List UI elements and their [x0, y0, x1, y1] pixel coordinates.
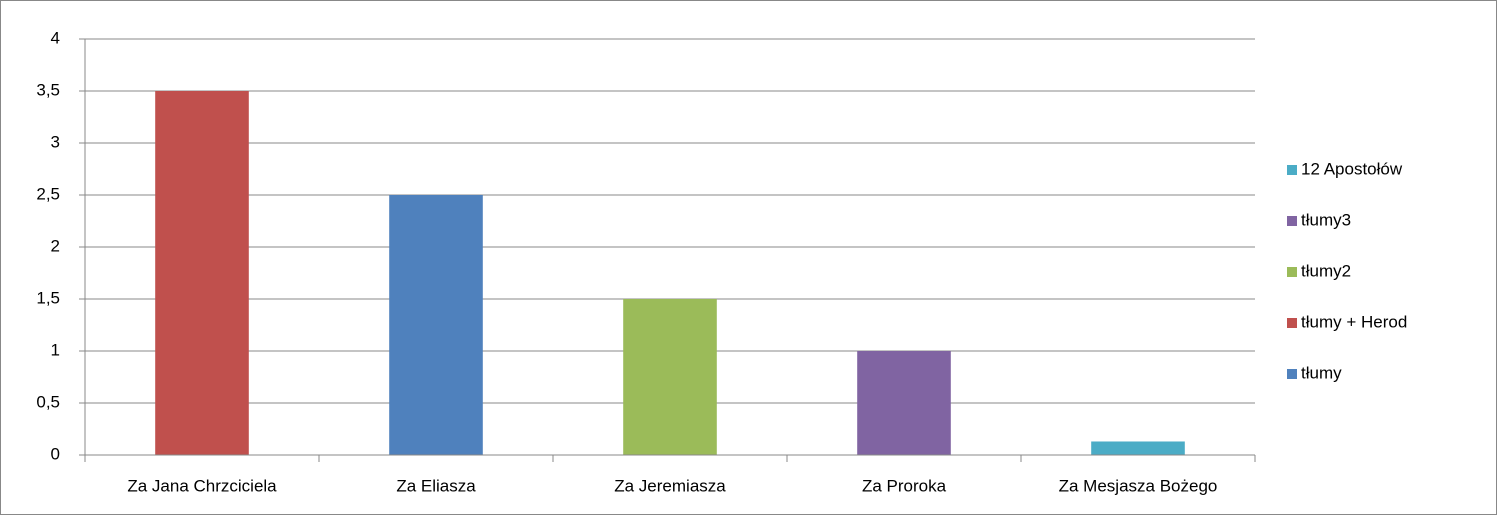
legend-swatch — [1287, 267, 1297, 277]
y-tick-label: 3,5 — [36, 80, 60, 99]
bar — [623, 299, 717, 455]
legend-label: tłumy + Herod — [1301, 312, 1407, 331]
legend-label: tłumy2 — [1301, 261, 1351, 280]
y-tick-label: 0 — [51, 444, 60, 463]
legend-label: 12 Apostołów — [1301, 159, 1403, 178]
bar — [1091, 441, 1185, 455]
y-tick-label: 2 — [51, 236, 60, 255]
x-tick-label: Za Jeremiasza — [614, 476, 726, 495]
legend-swatch — [1287, 216, 1297, 226]
x-tick-label: Za Jana Chrzciciela — [127, 476, 277, 495]
bar — [857, 351, 951, 455]
legend-swatch — [1287, 318, 1297, 328]
legend-label: tłumy3 — [1301, 210, 1351, 229]
bar — [155, 91, 249, 455]
y-tick-label: 2,5 — [36, 184, 60, 203]
bar — [389, 195, 483, 455]
x-tick-label: Za Eliasza — [396, 476, 476, 495]
y-tick-label: 4 — [51, 28, 60, 47]
legend-swatch — [1287, 165, 1297, 175]
x-tick-label: Za Proroka — [862, 476, 947, 495]
legend-label: tłumy — [1301, 363, 1342, 382]
y-tick-label: 1,5 — [36, 288, 60, 307]
legend-swatch — [1287, 369, 1297, 379]
x-tick-label: Za Mesjasza Bożego — [1059, 476, 1218, 495]
y-tick-label: 3 — [51, 132, 60, 151]
y-tick-label: 0,5 — [36, 392, 60, 411]
y-tick-label: 1 — [51, 340, 60, 359]
